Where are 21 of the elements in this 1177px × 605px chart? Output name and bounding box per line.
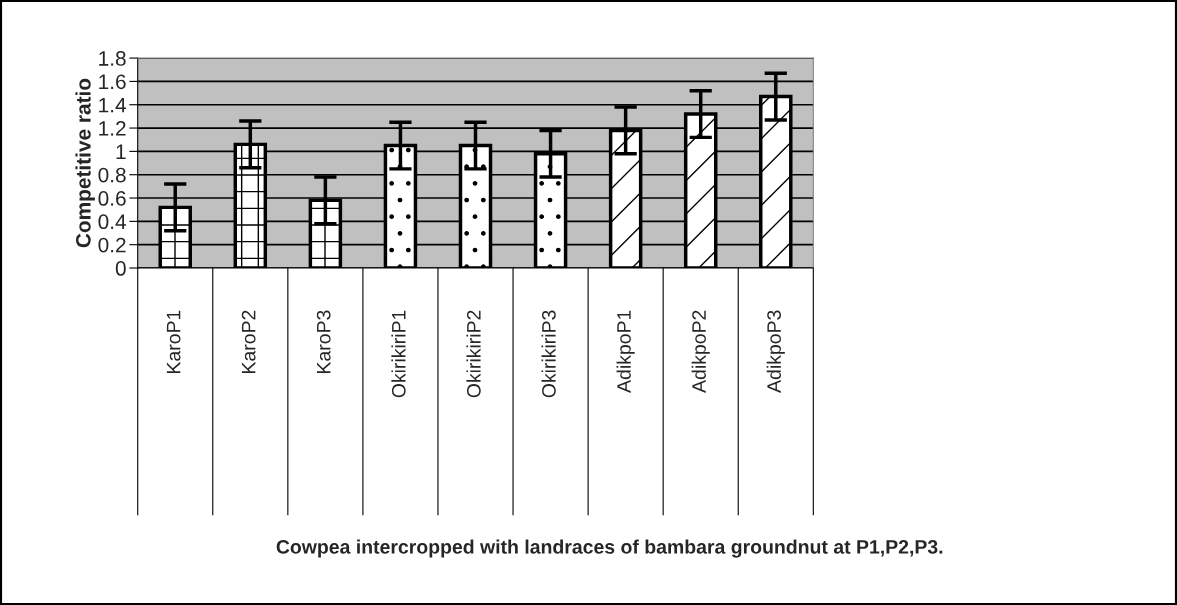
x-tick-label: KaroP1: [166, 310, 181, 373]
x-tick-label: KaroP2: [241, 310, 256, 373]
y-tick-label: 0.2: [98, 237, 126, 253]
y-tick-label: 0.4: [98, 214, 126, 230]
y-tick-label: 1.4: [99, 97, 126, 113]
y-tick-label: 1: [116, 144, 126, 159]
y-tick-label: 1.6: [99, 74, 126, 90]
x-tick-label: OkirikiriP3: [541, 310, 556, 398]
y-tick-label: 0.8: [98, 167, 126, 183]
x-tick-label: OkirikiriP1: [391, 310, 406, 398]
y-tick-label: 1.2: [99, 121, 126, 136]
x-tick-label: AdikpoP3: [766, 310, 785, 393]
x-tick-label: AdikpoP2: [691, 310, 710, 393]
y-tick-label: 0.6: [98, 191, 126, 206]
y-tick-label: 1.8: [99, 51, 126, 66]
x-tick-label: KaroP3: [316, 310, 331, 373]
y-tick-label: 0: [115, 261, 126, 276]
y-axis-title: Competitive ratio: [75, 78, 95, 248]
text: Cowpea intercropped with landraces of bambara groundnut at P1,P2,P3.: [276, 539, 943, 558]
x-tick-label: AdikpoP1: [616, 310, 635, 393]
x-tick-label: OkirikiriP2: [466, 310, 481, 398]
